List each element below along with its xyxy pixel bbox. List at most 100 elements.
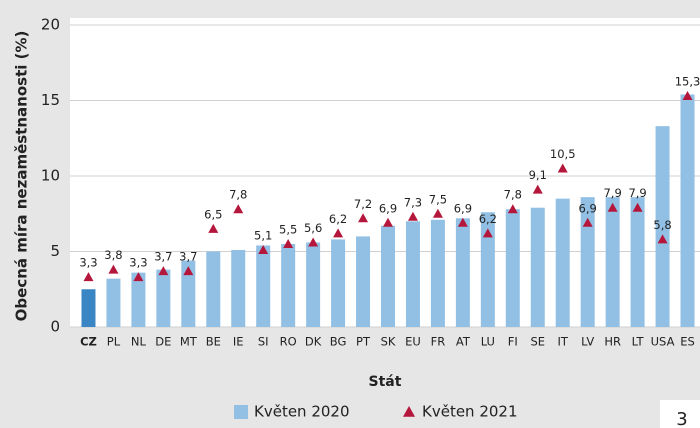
data-label: 7,3 [404,195,422,209]
x-tick-label: PT [356,335,371,349]
marker [482,228,493,238]
bar [356,236,371,327]
data-label: 7,8 [504,188,522,202]
data-label: 6,9 [379,201,397,215]
marker [557,163,568,173]
y-tick-label: 20 [41,16,60,34]
bar [555,198,570,327]
bar [381,225,395,327]
x-tick-label: EU [405,335,421,349]
marker [457,217,468,227]
y-axis-label: Obecná míra nezaměstnanosti (%) [13,31,31,322]
data-label: 3,7 [154,250,172,264]
bar [331,239,346,327]
data-label: 5,5 [279,222,297,236]
bar [256,245,271,327]
bar [181,260,196,327]
data-label: 3,7 [179,250,197,264]
data-label: 3,3 [79,256,97,270]
bar [156,269,171,327]
x-tick-label: LU [481,335,495,349]
marker [108,264,119,274]
bar [281,243,296,327]
page-number-box [660,400,700,428]
marker [133,272,144,282]
bar [580,197,595,327]
y-tick-label: 0 [50,318,60,336]
x-tick-label: SE [530,335,545,349]
marker [432,208,443,218]
bar [131,272,146,327]
x-tick-label: RO [280,335,297,349]
data-label: 5,8 [653,218,671,232]
bar [455,218,470,327]
page-number: 3 [676,409,687,428]
data-label: 7,2 [354,197,372,211]
x-tick-label: NL [131,335,147,349]
x-tick-label: BG [330,335,347,349]
x-tick-label: AT [456,335,471,349]
data-label: 6,5 [204,207,222,221]
data-label: 9,1 [529,168,547,182]
marker [632,202,643,212]
x-axis-label: Stát [369,374,402,390]
marker [308,237,319,247]
x-tick-label: HR [604,335,621,349]
marker [258,244,269,254]
x-tick-label: USA [651,335,675,349]
data-label: 15,3 [675,74,700,88]
x-tick-label: MT [180,335,198,349]
x-tick-label: BE [206,335,221,349]
bar [106,278,121,327]
legend-swatch [403,406,415,417]
y-tick-label: 15 [41,91,60,109]
x-tick-label: IE [233,335,244,349]
marker [383,217,393,227]
marker [233,204,244,214]
x-tick-label: LV [581,335,594,349]
marker [183,266,194,276]
marker [682,90,693,100]
bar [605,197,620,327]
bar [530,207,545,327]
marker [158,266,169,276]
x-tick-label: PL [107,335,121,349]
data-label: 6,2 [479,212,497,226]
marker [358,213,369,223]
y-tick-label: 10 [41,167,60,185]
data-label: 10,5 [550,147,576,161]
bar [630,197,645,327]
data-label: 5,6 [304,221,322,235]
marker [657,234,668,244]
x-tick-label: DE [155,335,171,349]
legend-label: Květen 2021 [422,403,518,421]
bar [655,126,670,327]
bar [405,221,420,327]
marker [83,272,94,282]
bar [206,251,221,327]
marker [407,211,418,221]
x-tick-label: CZ [80,335,97,349]
bar [505,209,520,327]
bar [680,94,695,328]
marker [283,238,294,248]
marker [532,184,543,194]
data-label: 3,3 [129,256,147,270]
bar [480,212,495,327]
marker [582,217,593,227]
x-tick-label: ES [680,335,695,349]
x-tick-label: IT [558,335,569,349]
y-tick-label: 5 [50,242,60,260]
legend-swatch [234,405,248,419]
marker [607,202,618,212]
marker [333,228,344,238]
data-label: 6,9 [454,201,472,215]
bar [81,289,96,327]
data-label: 3,8 [104,248,122,262]
x-tick-label: SI [258,335,269,349]
x-tick-label: SK [381,335,396,349]
data-label: 7,9 [628,186,646,200]
marker [507,204,518,214]
